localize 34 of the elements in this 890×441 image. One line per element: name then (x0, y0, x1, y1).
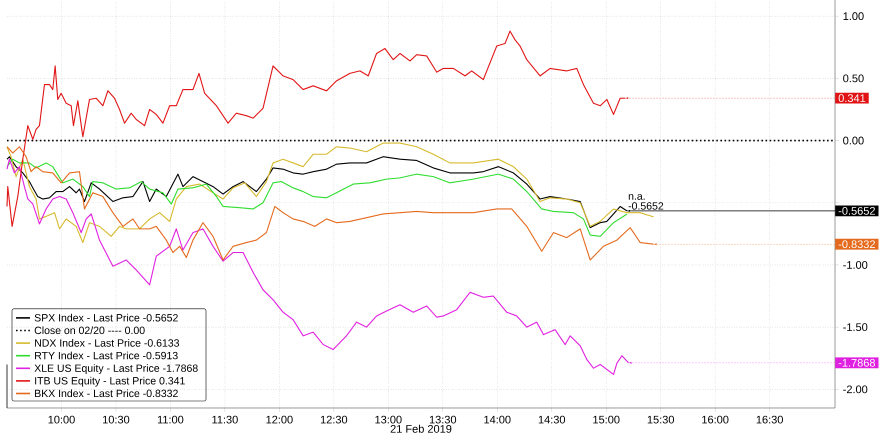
x-tick-label: 12:00 (266, 416, 293, 424)
x-tick-label: 14:00 (484, 416, 511, 424)
x-tick-label: 15:00 (593, 416, 620, 424)
legend-label: BKX Index - Last Price -0.8332 (35, 389, 178, 398)
y-tick-label: 0.50 (843, 74, 864, 82)
x-tick-label: 11:30 (212, 416, 238, 424)
x-tick-label: 12:30 (320, 416, 348, 424)
x-tick-label: 14:30 (538, 416, 566, 424)
ref-line-label: -0.5652 (628, 202, 664, 210)
x-tick-label: 16:00 (702, 416, 728, 424)
y-tick-label: 0.00 (843, 136, 864, 144)
x-tick-label: 10:00 (48, 416, 75, 424)
x-tick-label: 15:30 (648, 416, 674, 424)
annotation: n.a. (628, 194, 645, 200)
annotation: 0.341 (838, 94, 866, 102)
annotation: -1.7868 (838, 358, 876, 367)
annotation: -0.5652 (838, 206, 875, 215)
legend-label: SPX Index - Last Price -0.5652 (34, 314, 178, 322)
x-tick-label: 11:00 (158, 416, 184, 424)
x-tick-label: 16:30 (756, 416, 783, 424)
legend-label: XLE US Equity - Last Price -1.7868 (34, 364, 198, 374)
annotation: -0.8332 (838, 240, 875, 248)
x-tick-label: 10:30 (103, 416, 130, 424)
legend-label: NDX Index - Last Price -0.6133 (35, 338, 180, 347)
y-tick-label: -1.50 (843, 323, 868, 332)
legend-label: RTY Index - Last Price -0.5913 (35, 352, 178, 360)
x-tick-label: 13:30 (430, 416, 456, 424)
legend-label: Close on 02/20 ---- 0.00 (34, 326, 145, 334)
x-tick-label: 13:00 (375, 416, 402, 424)
y-tick-label: 1.00 (844, 12, 864, 20)
legend-label: ITB US Equity - Last Price 0.341 (35, 376, 185, 387)
x-axis-title: 21 Feb 2019 (390, 424, 452, 433)
y-tick-label: -1.00 (843, 261, 868, 269)
y-tick-label: -2.00 (843, 385, 868, 394)
